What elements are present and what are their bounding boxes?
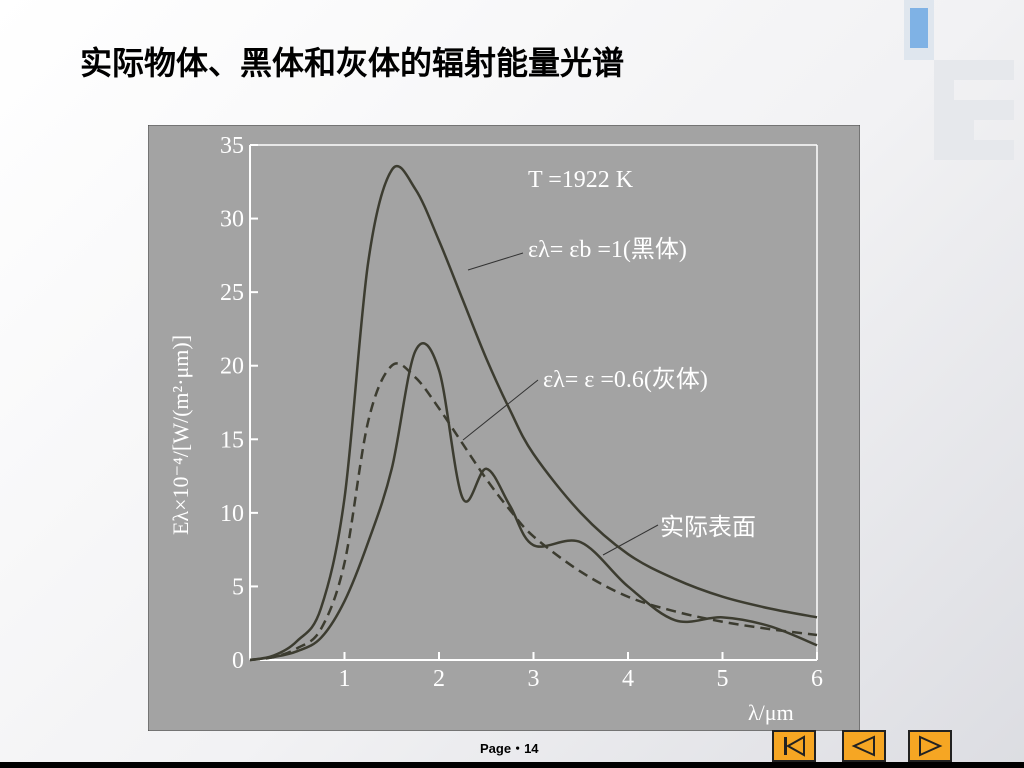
slide-title: 实际物体、黑体和灰体的辐射能量光谱: [80, 44, 625, 82]
x-tick-label: 4: [622, 666, 634, 692]
chart-background: [148, 125, 860, 731]
series-line: [249, 164, 818, 662]
y-tick-label: 30: [220, 207, 244, 233]
prev-button[interactable]: [842, 730, 886, 762]
series-label: 实际表面: [660, 514, 756, 541]
chart: T =1922 K λ/μm Eλ×10⁻⁴/[W/(m²·μm)] 0 5 10 1…: [148, 125, 860, 731]
bottom-bar: [0, 762, 1024, 768]
icon: [851, 735, 875, 757]
x-tick-label: 3: [528, 666, 540, 692]
y-tick-label: 20: [220, 354, 244, 380]
annotation: T =1922 K: [528, 167, 634, 193]
icon: [919, 735, 943, 757]
y-tick-label: 25: [220, 280, 244, 306]
y-axis-label: Eλ×10⁻⁴/[W/(m²·μm)]: [168, 335, 193, 535]
series-line: [249, 362, 818, 662]
x-tick-label: 5: [717, 666, 729, 692]
x-tick-label: 6: [811, 666, 823, 692]
y-tick-label: 5: [232, 574, 244, 600]
page-number: Page・14: [480, 741, 539, 756]
next-button[interactable]: [908, 730, 952, 762]
first-button[interactable]: [772, 730, 816, 762]
series-line: [249, 342, 818, 662]
y-tick-label: 10: [220, 501, 244, 527]
icon: [784, 735, 805, 757]
series-label: ελ= ε =0.6(灰体): [543, 366, 708, 393]
series-label: ελ= εb =1(黑体): [528, 236, 687, 263]
stairs-decoration: [904, 0, 1014, 160]
leader-line: [467, 252, 524, 271]
x-axis-label: λ/μm: [748, 700, 794, 725]
x-tick-label: 2: [433, 666, 445, 692]
x-tick-label: 1: [339, 666, 351, 692]
y-tick-label: 0: [232, 648, 244, 674]
y-tick-label: 35: [220, 133, 244, 159]
y-tick-label: 15: [220, 427, 244, 453]
leader-line: [462, 379, 539, 441]
leader-line: [602, 524, 659, 556]
